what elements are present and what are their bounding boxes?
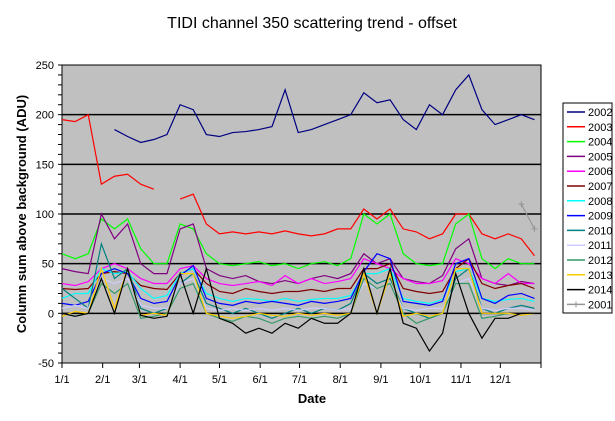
legend-label: 2014	[588, 285, 612, 297]
x-tick-label: 5/1	[212, 374, 227, 386]
x-tick-label: 12/1	[490, 374, 511, 386]
x-tick-label: 9/1	[373, 374, 388, 386]
legend-marker-2001	[573, 301, 579, 308]
series-line-2001	[520, 203, 535, 230]
y-tick-label: 150	[36, 159, 54, 171]
series-line-2009	[61, 253, 535, 307]
x-tick-label: 11/1	[451, 374, 472, 386]
series-marker-2001	[518, 201, 525, 208]
legend-label: 2009	[588, 211, 612, 223]
legend-label: 2003	[588, 122, 612, 134]
x-axis-label: Date	[298, 391, 326, 406]
legend-label: 2012	[588, 255, 612, 267]
legend-label: 2011	[588, 240, 612, 252]
x-tick-label: 1/1	[54, 374, 69, 386]
legend-label: 2008	[588, 196, 612, 208]
x-tick-label: 3/1	[132, 374, 147, 386]
legend-label: 2004	[588, 137, 612, 149]
series-line-2010	[61, 241, 535, 319]
legend-label: 2002	[588, 107, 612, 119]
legend-label: 2013	[588, 270, 612, 282]
legend-label: 2001	[588, 299, 612, 311]
x-tick-label: 8/1	[333, 374, 348, 386]
y-tick-label: -50	[38, 358, 54, 370]
series-line-2006	[61, 257, 535, 287]
x-tick-label: 10/1	[410, 374, 431, 386]
y-tick-label: 0	[48, 308, 54, 320]
legend	[562, 102, 613, 314]
y-tick-label: 50	[42, 259, 54, 271]
y-tick-label: 100	[36, 209, 54, 221]
series-line-2004	[61, 212, 535, 270]
legend-label: 2010	[588, 225, 612, 237]
series-line-2014	[61, 266, 535, 353]
series-line-2003	[179, 193, 535, 257]
x-tick-label: 4/1	[172, 374, 187, 386]
legend-label: 2006	[588, 166, 612, 178]
x-tick-label: 7/1	[292, 374, 307, 386]
series-line-2008	[61, 267, 535, 305]
y-axis-label: Column sum above background (ADU)	[14, 95, 29, 333]
series-marker-2001	[531, 225, 538, 232]
y-tick-label: 200	[36, 110, 54, 122]
series-line-2012	[61, 277, 535, 324]
chart-title: TIDI channel 350 scattering trend - offs…	[167, 15, 457, 32]
x-tick-label: 2/1	[95, 374, 110, 386]
x-tick-label: 6/1	[253, 374, 268, 386]
series-line-2002	[114, 73, 535, 144]
legend-label: 2007	[588, 181, 612, 193]
legend-label: 2005	[588, 151, 612, 163]
y-tick-label: 250	[36, 60, 54, 72]
series-line-2003	[61, 113, 155, 190]
